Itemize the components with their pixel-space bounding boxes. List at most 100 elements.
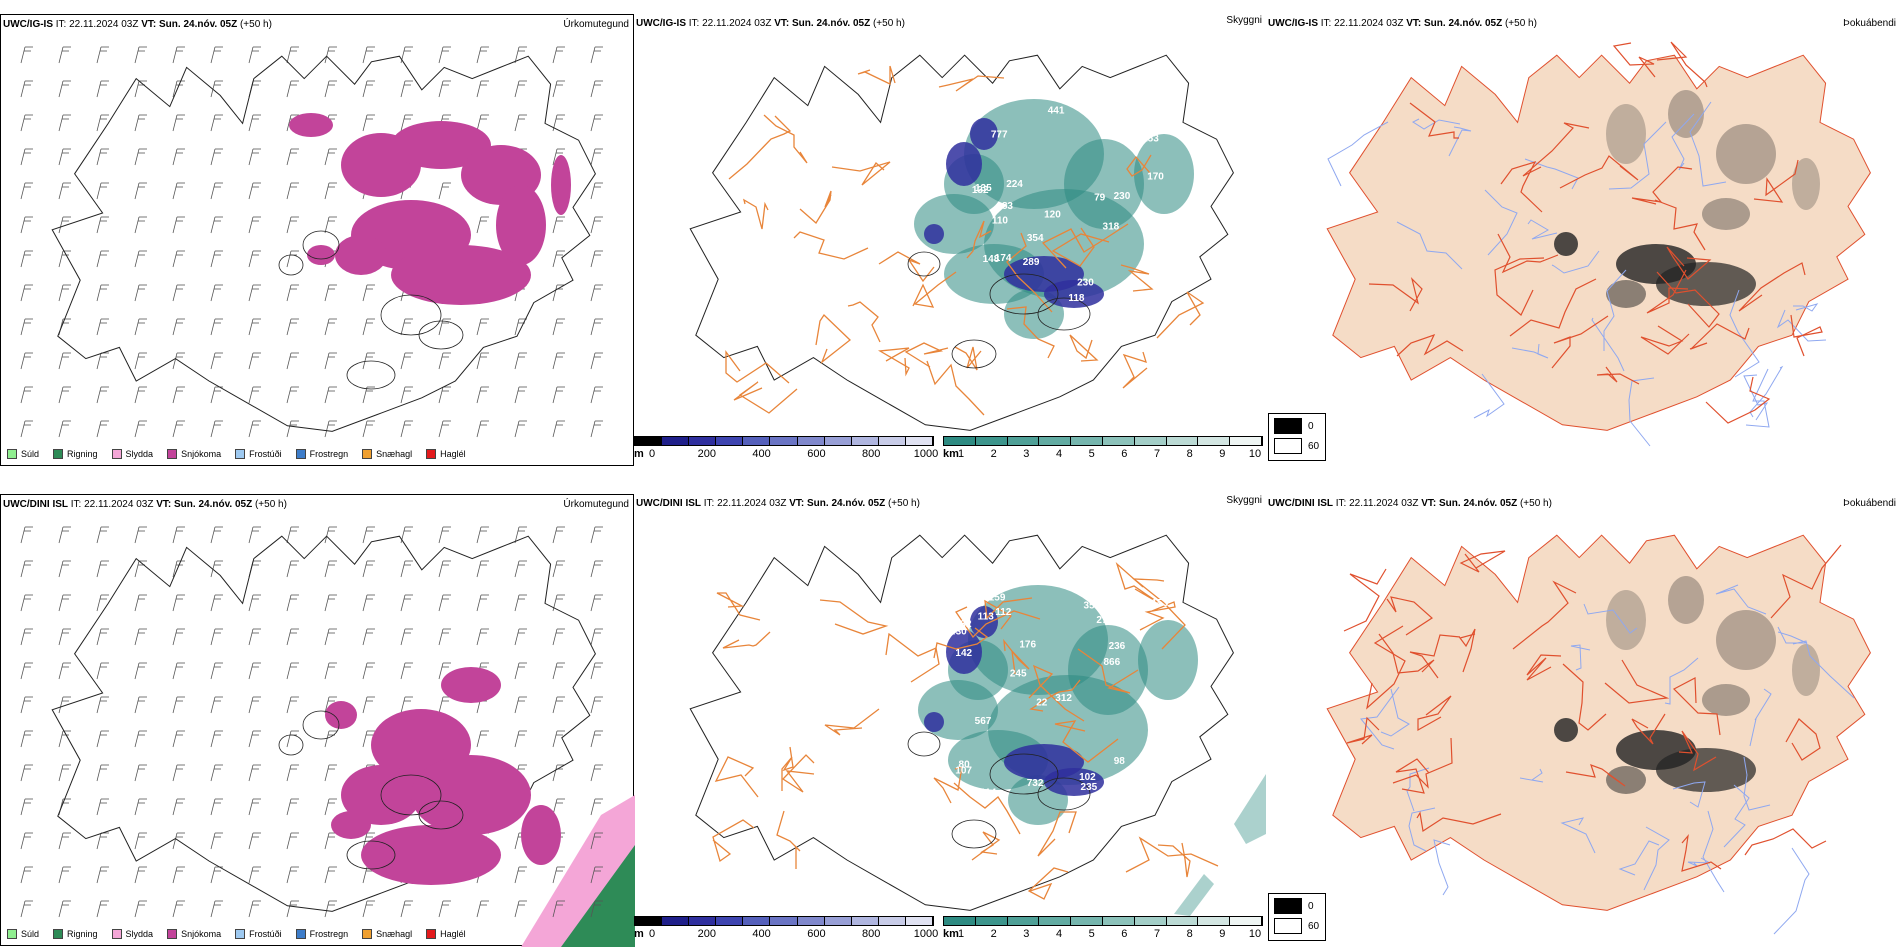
legend-swatch (362, 929, 373, 939)
colorbar-tick: 8 (1186, 928, 1193, 940)
ceiling-label: 176 (1019, 639, 1036, 650)
colorbar-tick: 200 (697, 928, 716, 940)
colorbar-swatch (1102, 437, 1135, 445)
legend-item: Frostúði (235, 449, 282, 459)
precip-map-bottom (20, 526, 635, 947)
model-name: UWC/DINI ISL (3, 499, 68, 510)
colorbar-swatch (662, 437, 690, 445)
colorbar-swatch (770, 437, 798, 445)
fog-legend-bottom: 0 60 (1268, 893, 1326, 941)
ceiling-label: 102 (1079, 772, 1096, 783)
valid-time: Sun. 24.nóv. 05Z (174, 499, 253, 510)
init-time: 22.11.2024 03Z (84, 499, 154, 510)
ceiling-colorbar: m 0 200 400 600 800 1000 (634, 436, 938, 464)
ceiling-label: 183 (996, 201, 1013, 212)
ceiling-label: 777 (991, 129, 1008, 140)
colorbar-tick: 4 (1055, 448, 1063, 460)
valid-time: Sun. 24.nóv. 05Z (807, 498, 886, 509)
colorbar-swatch (743, 917, 771, 925)
colorbar-tick: 1 (957, 928, 965, 940)
legend-swatch (167, 449, 178, 459)
ceiling-label: 107 (955, 766, 972, 777)
colorbar-tick: 10 (1248, 928, 1262, 940)
ceiling-label: 132 (1106, 311, 1123, 322)
legend-label: Snæhagl (376, 449, 413, 459)
lead-time: (+50 h) (239, 19, 272, 30)
legend-swatch (362, 449, 373, 459)
colorbar-swatch (1071, 917, 1103, 925)
road-network (712, 561, 1219, 900)
init-label: IT: (55, 19, 67, 30)
fog-panel-bottom: UWC/DINI ISL IT: 22.11.2024 03Z VT: Sun.… (1266, 494, 1900, 946)
iceland-outline (51, 55, 596, 432)
init-label: IT: (1320, 18, 1332, 29)
init-time: 22.11.2024 03Z (1349, 498, 1419, 509)
colorbar-swatch (1007, 917, 1040, 925)
legend-item: Frostregn (295, 449, 348, 459)
colorbar-swatch (851, 917, 879, 925)
colorbar-swatch (1071, 437, 1103, 445)
colorbar-swatch (851, 437, 879, 445)
init-time: 22.11.2024 03Z (69, 19, 139, 30)
panel-title: Skyggni (1226, 15, 1262, 26)
ceiling-label: 98 (1114, 756, 1126, 767)
panel-header: UWC/IG-IS IT: 22.11.2024 03Z VT: Sun. 24… (1268, 18, 1898, 29)
panel-header: UWC/IG-IS IT: 22.11.2024 03Z VT: Sun. 24… (636, 15, 1264, 29)
ceiling-label: 80 (959, 759, 971, 770)
wind-barbs-bottom (20, 526, 603, 918)
valid-time: Sun. 24.nóv. 05Z (159, 19, 238, 30)
fog-legend-label: 60 (1308, 920, 1320, 932)
model-name: UWC/IG-IS (3, 19, 53, 30)
glacier-outlines (907, 251, 1091, 369)
fog-map-top (1326, 41, 1871, 447)
panel-title: Skyggni (1226, 495, 1262, 506)
colorbar-swatch (635, 917, 663, 925)
ceiling-label: 153 (1151, 598, 1168, 609)
init-time: 22.11.2024 03Z (1334, 18, 1404, 29)
panel-header: UWC/DINI ISL IT: 22.11.2024 03Z VT: Sun.… (1268, 498, 1898, 509)
colorbar-tick: 1000 (913, 448, 939, 460)
ceiling-label: 132 (972, 185, 989, 196)
lead-time: (+50 h) (887, 498, 920, 509)
ceiling-label: 170 (1147, 172, 1164, 183)
ceiling-label: 133 (1082, 580, 1099, 591)
legend-label: Haglél (440, 449, 466, 459)
sea-precip (521, 795, 635, 947)
legend-label: Súld (21, 929, 40, 939)
colorbar-unit: m (634, 928, 644, 940)
colorbar-tick: 7 (1153, 448, 1161, 460)
ceiling-label: 148 (983, 254, 1000, 265)
fog-legend-top: 0 60 (1268, 413, 1326, 461)
colorbar-tick: 800 (862, 928, 881, 940)
colorbar-swatch (1198, 917, 1231, 925)
colorbar-unit: km (943, 928, 959, 940)
colorbar-unit: m (634, 448, 644, 460)
colorbar-tick: 400 (752, 928, 771, 940)
ceiling-label: 174 (1123, 311, 1140, 322)
legend-swatch (53, 929, 64, 939)
legend-swatch (167, 929, 178, 939)
colorbar-tick: 3 (1023, 448, 1030, 460)
ceiling-label: 172 (1064, 580, 1081, 591)
model-name: UWC/DINI ISL (1268, 498, 1333, 509)
precip-type-panel-top: UWC/IG-IS IT: 22.11.2024 03Z VT: Sun. 24… (0, 14, 634, 466)
ceiling-label: 114 (980, 788, 997, 799)
legend-item: Snjókoma (167, 929, 221, 939)
fog-area (1554, 576, 1820, 794)
ceiling-label: 312 (1055, 693, 1072, 704)
precip-type-panel-bottom: UWC/DINI ISL IT: 22.11.2024 03Z VT: Sun.… (0, 494, 635, 947)
colorbar-swatch (1230, 917, 1262, 925)
legend-item: Slydda (111, 929, 154, 939)
colorbar-tick: 6 (1121, 928, 1128, 940)
lead-time: (+50 h) (1519, 498, 1552, 509)
ceiling-label: 159 (989, 592, 1006, 603)
legend-label: Slydda (125, 929, 154, 939)
glacier-outlines (907, 731, 1091, 849)
colorbar-swatch (635, 437, 663, 445)
legend-swatch (295, 929, 306, 939)
valid-label: VT: (1421, 498, 1437, 509)
colorbar-tick: 9 (1219, 448, 1226, 460)
valid-label: VT: (1406, 18, 1422, 29)
colorbar-swatch (975, 437, 1008, 445)
ceiling-label: 277 (1096, 615, 1113, 626)
